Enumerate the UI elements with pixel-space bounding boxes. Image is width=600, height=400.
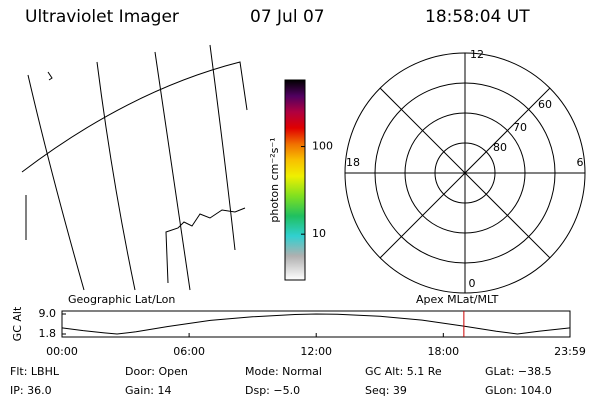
- x-tick-label: 18:00: [427, 345, 459, 358]
- info-field: Gain: 14: [125, 384, 172, 397]
- info-field: IP: 36.0: [10, 384, 52, 397]
- date: 07 Jul 07: [250, 7, 325, 27]
- info-field: Seq: 39: [365, 384, 407, 397]
- mlat-label: 60: [538, 98, 552, 111]
- x-tick-label: 23:59: [554, 345, 586, 358]
- colorbar-tick-label: 100: [312, 140, 333, 153]
- y-tick-label: 1.8: [39, 327, 57, 340]
- info-field: Door: Open: [125, 365, 188, 378]
- mlt-label: 0: [469, 277, 476, 290]
- altitude-line: [61, 313, 571, 335]
- mlt-label: 6: [577, 156, 584, 169]
- mlat-label: 80: [493, 141, 507, 154]
- x-tick-label: 06:00: [173, 345, 205, 358]
- title: Ultraviolet Imager: [25, 7, 179, 27]
- map: [21, 44, 248, 291]
- info-field: GC Alt: 5.1 Re: [365, 365, 442, 378]
- annotation: Geographic Lat/Lon: [68, 293, 175, 306]
- colorbar-tick-label: 10: [312, 227, 326, 240]
- colorbar-label: photon cm⁻²s⁻¹: [268, 137, 281, 222]
- y-axis-label: GC Alt: [11, 306, 24, 341]
- mlt-label: 18: [346, 156, 360, 169]
- mlat-label: 70: [513, 121, 527, 134]
- info-field: Mode: Normal: [245, 365, 322, 378]
- info-field: Flt: LBHL: [10, 365, 60, 378]
- x-tick-label: 12:00: [300, 345, 332, 358]
- time: 18:58:04 UT: [425, 7, 530, 27]
- annotation: Apex MLat/MLT: [416, 293, 499, 306]
- mlt-label: 12: [470, 48, 484, 61]
- x-tick-label: 00:00: [46, 345, 78, 358]
- info-field: Dsp: −5.0: [245, 384, 300, 397]
- info-field: GLon: 104.0: [485, 384, 552, 397]
- colorbar: [284, 79, 306, 281]
- y-tick-label: 9.0: [39, 307, 57, 320]
- info-field: GLat: −38.5: [485, 365, 552, 378]
- polar-dial: [344, 52, 586, 294]
